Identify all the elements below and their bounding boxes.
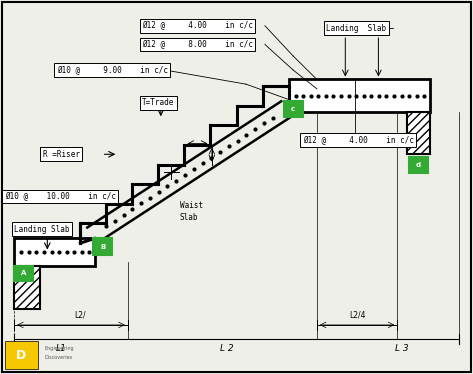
- Text: Waist: Waist: [180, 201, 203, 210]
- Text: d: d: [416, 162, 421, 168]
- Bar: [407, 112, 430, 154]
- Bar: [93, 239, 112, 255]
- Text: Landing Slab: Landing Slab: [14, 224, 70, 234]
- Text: B: B: [100, 243, 105, 249]
- Bar: [409, 157, 428, 173]
- Text: L1: L1: [56, 344, 67, 353]
- Text: Ø10 @     9.00    in c/c: Ø10 @ 9.00 in c/c: [57, 65, 168, 75]
- Text: Ø10 @    10.00    in c/c: Ø10 @ 10.00 in c/c: [5, 192, 116, 201]
- Text: Ø12 @     8.00    in c/c: Ø12 @ 8.00 in c/c: [142, 40, 253, 49]
- Text: D: D: [16, 349, 26, 362]
- Text: L 2: L 2: [220, 344, 234, 353]
- Bar: [5, 341, 38, 370]
- Bar: [14, 266, 33, 280]
- Text: Ø12 @     4.00    in c/c: Ø12 @ 4.00 in c/c: [303, 136, 414, 145]
- Text: c: c: [291, 106, 295, 112]
- Text: L2/: L2/: [75, 310, 86, 319]
- Text: Discoveries: Discoveries: [45, 355, 73, 360]
- Bar: [14, 239, 95, 266]
- Text: T=Trade: T=Trade: [142, 98, 174, 107]
- Text: Ø12 @     4.00    in c/c: Ø12 @ 4.00 in c/c: [142, 21, 253, 30]
- Bar: [284, 101, 303, 117]
- Text: Slab: Slab: [180, 213, 198, 222]
- Text: A: A: [21, 270, 26, 276]
- Text: L 3: L 3: [395, 344, 409, 353]
- Bar: [14, 266, 40, 309]
- Text: Landing  Slab: Landing Slab: [326, 24, 386, 33]
- Bar: [289, 79, 430, 112]
- Text: R =Riser: R =Riser: [43, 150, 79, 159]
- Text: L2/4: L2/4: [349, 310, 365, 319]
- Text: Engineering: Engineering: [45, 346, 75, 351]
